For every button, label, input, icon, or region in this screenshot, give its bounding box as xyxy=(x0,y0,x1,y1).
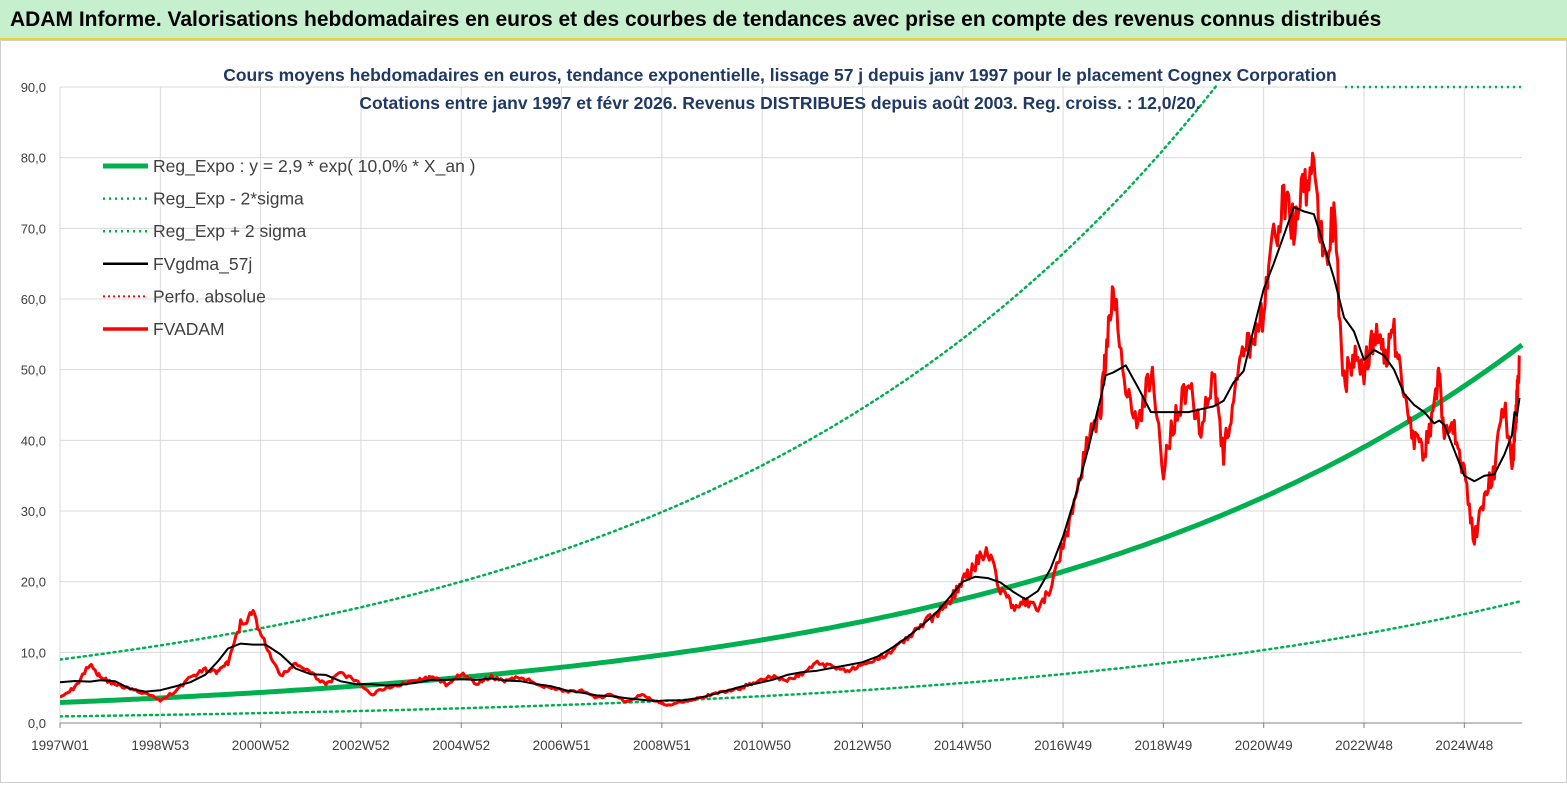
y-tick-label: 70,0 xyxy=(21,221,46,236)
y-tick-label: 80,0 xyxy=(21,151,46,166)
y-tick-label: 60,0 xyxy=(21,292,46,307)
legend-label: FVgdma_57j xyxy=(153,254,252,275)
legend-label: Perfo. absolue xyxy=(153,286,266,306)
series-reg-plus-2sigma xyxy=(60,85,1219,661)
legend-label: Reg_Exp + 2 sigma xyxy=(153,221,306,242)
x-tick-label: 2012W50 xyxy=(834,738,892,753)
x-tick-label: 1998W53 xyxy=(131,738,189,753)
series-fvgdma-57j xyxy=(60,206,1521,703)
x-tick-label: 2002W52 xyxy=(332,738,390,753)
x-tick-label: 2024W48 xyxy=(1435,738,1493,753)
x-tick-label: 2018W49 xyxy=(1134,738,1192,753)
x-tick-label: 2014W50 xyxy=(934,738,992,753)
y-tick-label: 20,0 xyxy=(21,575,46,590)
header-banner: ADAM Informe. Valorisations hebdomadaire… xyxy=(0,0,1567,40)
y-tick-label: 10,0 xyxy=(21,645,46,660)
x-tick-label: 2010W50 xyxy=(733,738,791,753)
chart-subtitle: Cotations entre janv 1997 et févr 2026. … xyxy=(359,93,1200,113)
y-tick-label: 40,0 xyxy=(21,433,46,448)
legend-label: Reg_Exp - 2*sigma xyxy=(153,189,304,210)
legend-label: FVADAM xyxy=(153,319,225,339)
legend-label: Reg_Expo : y = 2,9 * exp( 10,0% * X_an ) xyxy=(153,156,476,177)
plot-border xyxy=(0,40,1567,783)
x-tick-label: 2006W51 xyxy=(533,738,591,753)
y-tick-label: 30,0 xyxy=(21,504,46,519)
x-tick-label: 2004W52 xyxy=(432,738,490,753)
x-tick-label: 2022W48 xyxy=(1335,738,1393,753)
x-tick-label: 2008W51 xyxy=(633,738,691,753)
line-chart: 0,0 10,0 20,0 30,0 40,0 50,0 60,0 70,0 80,0 90,0 1… xyxy=(0,40,1567,783)
x-tick-label: 2000W52 xyxy=(232,738,290,753)
chart-area: 0,0 10,0 20,0 30,0 40,0 50,0 60,0 70,0 80,0 90,0 1… xyxy=(0,40,1567,783)
series-reg-expo xyxy=(60,342,1524,705)
page-title: ADAM Informe. Valorisations hebdomadaire… xyxy=(10,8,1382,31)
y-tick-label: 0,0 xyxy=(28,716,46,731)
y-tick-label: 90,0 xyxy=(21,80,46,95)
grid-lines xyxy=(59,86,1522,724)
x-tick-label: 1997W01 xyxy=(31,738,89,753)
legend: Reg_Expo : y = 2,9 * exp( 10,0% * X_an )… xyxy=(103,156,476,339)
x-tick-label: 2020W49 xyxy=(1235,738,1293,753)
axes: 0,0 10,0 20,0 30,0 40,0 50,0 60,0 70,0 80,0 90,0 1… xyxy=(21,80,1522,753)
chart-title: Cours moyens hebdomadaires en euros, ten… xyxy=(223,65,1337,85)
x-tick-label: 2016W49 xyxy=(1034,738,1092,753)
y-tick-label: 50,0 xyxy=(21,363,46,378)
series-layer xyxy=(60,85,1524,718)
series-reg-minus-2sigma xyxy=(60,599,1524,718)
